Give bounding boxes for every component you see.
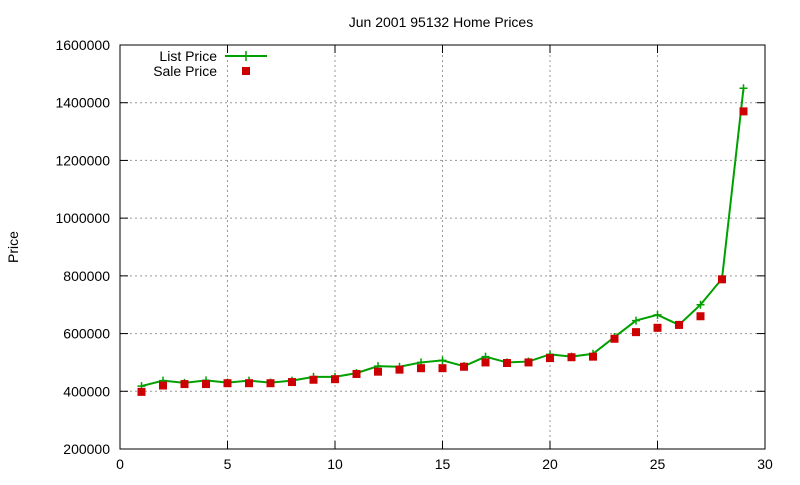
data-point (675, 320, 683, 329)
legend-marker-list-price (241, 51, 251, 61)
x-tick-label: 20 (542, 456, 558, 472)
data-point (589, 352, 597, 361)
data-point (417, 364, 425, 373)
grid (120, 45, 765, 449)
axis-ticks: 200000 400000 600000 800000 1000000 1200000 14… (55, 37, 773, 472)
series-1 (137, 107, 748, 396)
data-point (632, 328, 640, 337)
legend-label-sale-price: Sale Price (153, 63, 217, 79)
data-point (739, 107, 748, 116)
data-point (395, 365, 404, 374)
data-point (524, 358, 533, 367)
data-point (632, 316, 640, 325)
data-point (696, 312, 705, 321)
y-tick-label: 400000 (63, 383, 110, 399)
x-tick-label: 10 (327, 456, 343, 472)
x-tick-label: 5 (224, 456, 232, 472)
data-point (137, 387, 146, 396)
y-tick-label: 1600000 (55, 37, 110, 53)
y-tick-label: 800000 (63, 268, 110, 284)
data-point (309, 375, 318, 384)
data-point (331, 375, 339, 384)
data-point (202, 380, 210, 389)
y-tick-label: 200000 (63, 441, 110, 457)
y-tick-label: 1400000 (55, 95, 110, 111)
series (137, 84, 748, 396)
data-point (245, 379, 253, 388)
data-point (374, 367, 382, 376)
data-point (180, 380, 189, 389)
data-point (739, 84, 748, 93)
data-point (223, 379, 232, 388)
data-point (266, 379, 275, 388)
y-tick-label: 1000000 (55, 210, 110, 226)
data-point (288, 378, 296, 387)
x-tick-label: 15 (435, 456, 451, 472)
x-tick-label: 25 (650, 456, 666, 472)
x-tick-label: 30 (757, 456, 773, 472)
y-tick-label: 1200000 (55, 152, 110, 168)
data-point (438, 364, 447, 373)
data-point (610, 334, 619, 343)
data-point (481, 358, 490, 367)
data-point (546, 354, 554, 363)
data-point (460, 362, 468, 371)
data-point (352, 369, 361, 378)
data-point (718, 275, 726, 284)
y-axis-label: Price (5, 231, 21, 263)
legend-label-list-price: List Price (159, 48, 217, 64)
data-point (438, 356, 447, 365)
data-point (653, 310, 662, 319)
legend-marker-sale-price (242, 67, 250, 75)
data-point (567, 353, 576, 362)
data-point (159, 381, 167, 390)
data-point (503, 359, 511, 368)
data-point (653, 323, 662, 332)
data-point (696, 300, 705, 309)
chart-title: Jun 2001 95132 Home Prices (349, 14, 533, 30)
legend: List Price Sale Price (153, 48, 267, 79)
x-tick-label: 0 (116, 456, 124, 472)
y-tick-label: 600000 (63, 326, 110, 342)
